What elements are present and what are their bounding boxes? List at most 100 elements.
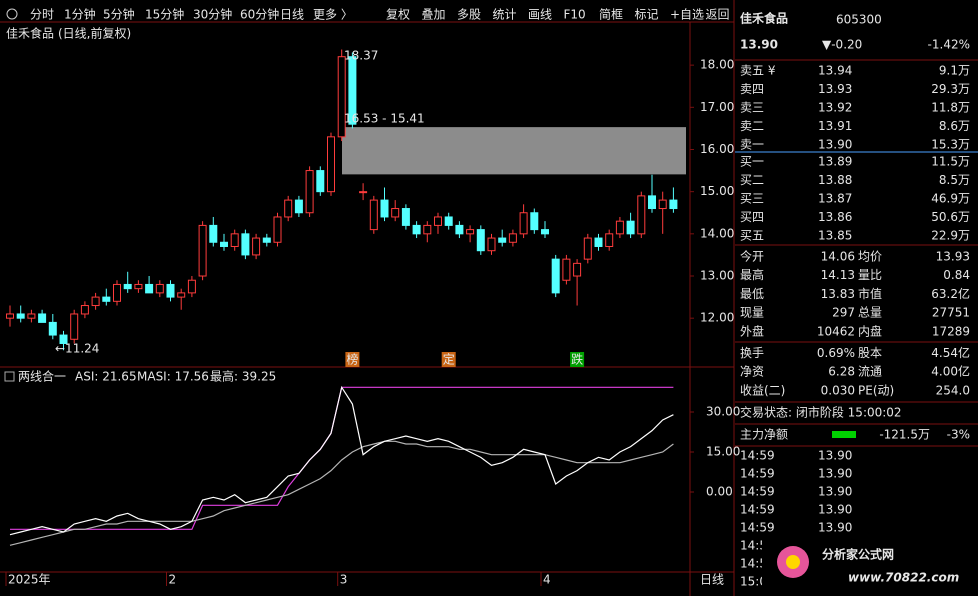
tick-price: 13.90 bbox=[818, 467, 852, 481]
stat-label: 最高 bbox=[740, 267, 764, 282]
stock-code: 605300 bbox=[836, 13, 882, 27]
candle-body bbox=[562, 258, 571, 281]
candle-body bbox=[198, 224, 207, 277]
tick-price: 13.90 bbox=[818, 521, 852, 535]
candle-body bbox=[284, 199, 293, 218]
book-volume: 46.9万 bbox=[931, 192, 970, 206]
candle-body bbox=[648, 195, 656, 210]
stat-value: 4.54亿 bbox=[931, 345, 970, 360]
y-tick-label: 13.00 bbox=[700, 269, 734, 283]
period-button[interactable]: 更多 〉 bbox=[313, 8, 353, 22]
candle-body bbox=[70, 313, 79, 340]
candle-body bbox=[123, 283, 132, 290]
y-tick-label: 0.00 bbox=[706, 485, 733, 499]
tool-button[interactable]: 简框 bbox=[599, 8, 623, 22]
period-button[interactable]: 5分钟 bbox=[103, 7, 135, 22]
period-button[interactable]: 30分钟 bbox=[193, 7, 232, 22]
candle-body bbox=[455, 224, 464, 235]
book-volume: 9.1万 bbox=[939, 64, 970, 78]
book-volume: 11.5万 bbox=[931, 155, 970, 169]
tool-button[interactable]: 画线 bbox=[528, 8, 552, 22]
candle-body bbox=[145, 283, 154, 294]
period-button[interactable]: 60分钟 bbox=[240, 7, 279, 22]
book-volume: 15.3万 bbox=[931, 138, 970, 152]
tool-button[interactable]: 多股 bbox=[457, 8, 481, 22]
tool-button[interactable]: 复权 bbox=[386, 8, 410, 22]
period-button[interactable]: 15分钟 bbox=[145, 7, 184, 22]
indicator-line bbox=[9, 440, 674, 546]
main-flow-pct: -3% bbox=[947, 428, 970, 442]
period-button[interactable]: 日线 bbox=[280, 8, 304, 22]
candle-body bbox=[209, 224, 218, 243]
tool-button[interactable]: 标记 bbox=[635, 8, 659, 22]
candle-body bbox=[466, 229, 475, 235]
logo-flower-center bbox=[786, 555, 800, 569]
tick-time: 14:59 bbox=[740, 485, 775, 499]
tool-button[interactable]: F10 bbox=[564, 8, 586, 22]
signal-box bbox=[345, 352, 360, 367]
stat-label: 最低 bbox=[740, 287, 764, 301]
stat-value: 4.00亿 bbox=[931, 364, 970, 379]
signal-label: 跌 bbox=[571, 352, 583, 367]
candle-body bbox=[583, 237, 592, 260]
book-price: 13.87 bbox=[818, 192, 852, 206]
candle-body bbox=[626, 220, 635, 235]
period-button[interactable]: 1分钟 bbox=[64, 7, 96, 22]
book-volume: 11.8万 bbox=[931, 101, 970, 115]
tool-button[interactable]: 返回 bbox=[706, 8, 730, 22]
book-volume: 22.9万 bbox=[931, 229, 970, 243]
stat-label: PE(动) bbox=[858, 383, 894, 397]
candle-body bbox=[166, 283, 175, 298]
y-tick-label: 12.00 bbox=[700, 311, 734, 325]
candle-body bbox=[391, 208, 400, 218]
annotation: 16.53 - 15.41 bbox=[344, 112, 425, 126]
book-label: 卖三 bbox=[740, 101, 764, 115]
stat-value: 27751 bbox=[932, 306, 970, 320]
candle-body bbox=[6, 313, 14, 319]
y-tick-label: 16.00 bbox=[700, 142, 734, 156]
indicator-title: 两线合一 bbox=[18, 369, 66, 384]
book-volume: 8.5万 bbox=[939, 173, 970, 187]
candle-body bbox=[220, 241, 228, 247]
book-price: 13.86 bbox=[818, 210, 852, 224]
candle-body bbox=[369, 199, 378, 231]
candle-body bbox=[59, 334, 68, 344]
tool-button[interactable]: 叠加 bbox=[422, 8, 446, 22]
stat-label: 今开 bbox=[740, 249, 764, 264]
y-tick-label: 14.00 bbox=[700, 226, 734, 240]
book-price: 13.88 bbox=[818, 173, 852, 187]
candle-body bbox=[113, 283, 121, 302]
indicator-icon bbox=[4, 371, 15, 382]
price-change: ▼-0.20 bbox=[822, 38, 862, 52]
x-tick-label: 2 bbox=[169, 573, 177, 587]
candle-body bbox=[294, 199, 303, 214]
signal-label: 榜 bbox=[346, 352, 358, 367]
candle-body bbox=[273, 216, 282, 243]
stat-label: 收益(二) bbox=[740, 383, 785, 397]
candle-body bbox=[134, 283, 143, 290]
y-tick-label: 15.00 bbox=[700, 184, 734, 198]
candle-body bbox=[380, 199, 389, 218]
stat-value: 0.69% bbox=[817, 346, 855, 360]
tick-time: 14:59 bbox=[740, 521, 775, 535]
legend-entry: MASI: 17.56 bbox=[137, 370, 209, 384]
tick-time: 14:59 bbox=[740, 467, 775, 481]
stat-value: 254.0 bbox=[936, 383, 970, 397]
book-label: 买三 bbox=[740, 192, 764, 206]
candle-body bbox=[252, 237, 261, 256]
x-tick-label: 4 bbox=[543, 573, 551, 587]
book-label: 卖四 bbox=[740, 82, 764, 96]
book-label: 卖五 ¥ bbox=[740, 64, 776, 78]
book-price: 13.93 bbox=[818, 82, 852, 96]
period-button[interactable]: 分时 bbox=[30, 8, 54, 22]
tool-button[interactable]: 统计 bbox=[493, 8, 517, 22]
indicator-line bbox=[10, 386, 674, 530]
candle-body bbox=[401, 208, 410, 226]
menu-icon[interactable] bbox=[6, 8, 18, 20]
chart-subtitle: (日线,前复权) bbox=[58, 26, 131, 41]
candle-body bbox=[241, 233, 250, 256]
candle-body bbox=[423, 224, 432, 235]
candle-body bbox=[519, 212, 528, 235]
candle-body bbox=[508, 233, 517, 243]
tool-button[interactable]: +自选 bbox=[670, 8, 704, 22]
